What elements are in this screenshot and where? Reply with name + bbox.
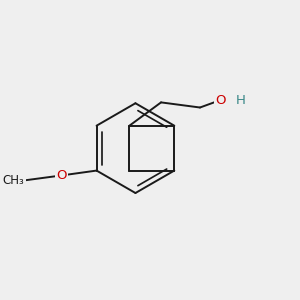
Text: O: O: [56, 169, 67, 182]
Text: CH₃: CH₃: [2, 174, 24, 187]
Text: O: O: [215, 94, 226, 106]
Text: H: H: [236, 94, 246, 106]
